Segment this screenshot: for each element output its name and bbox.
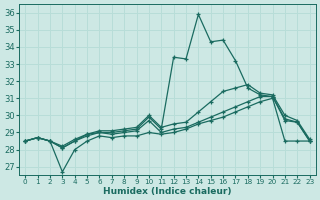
X-axis label: Humidex (Indice chaleur): Humidex (Indice chaleur) (103, 187, 232, 196)
